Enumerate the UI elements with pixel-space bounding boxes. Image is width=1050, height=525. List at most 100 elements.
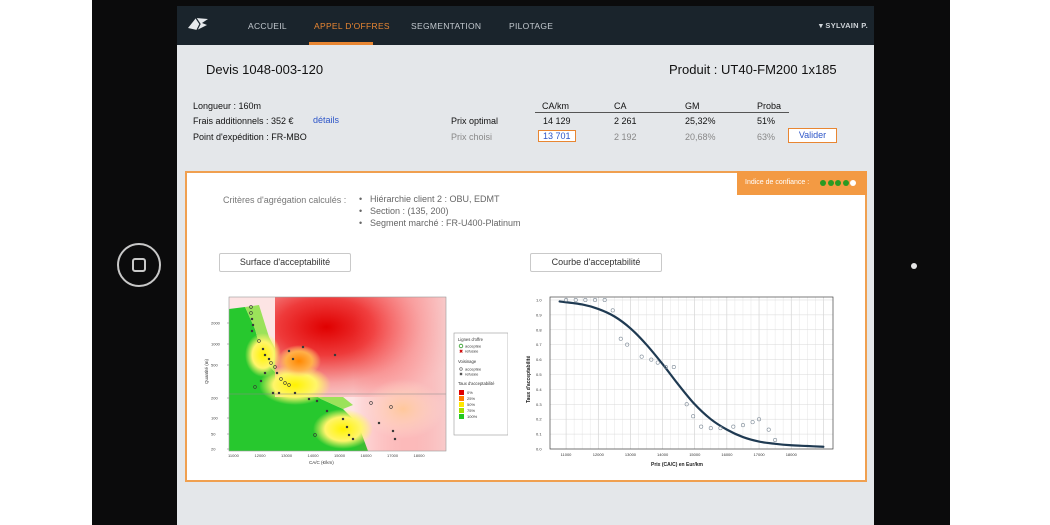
accepted-point xyxy=(253,385,257,389)
y-tick-label: 200 xyxy=(211,396,218,401)
row-label-chosen: Prix choisi xyxy=(451,132,493,142)
curve-y-tick-label: 0.0 xyxy=(536,447,542,452)
curve-data-point xyxy=(757,417,762,422)
legend-level-swatch xyxy=(459,408,464,413)
curve-y-tick-label: 0.2 xyxy=(536,417,542,422)
y-tick-label: 50 xyxy=(211,432,216,437)
curve-y-tick-label: 0.7 xyxy=(536,342,542,347)
refused-point xyxy=(393,437,397,441)
refused-point xyxy=(315,399,319,403)
curve-data-points xyxy=(564,297,778,443)
length-info: Longueur : 160m xyxy=(193,101,262,111)
x-tick-label: 14000 xyxy=(308,453,320,458)
x-tick-label: 13000 xyxy=(281,453,293,458)
confidence-dot xyxy=(820,180,826,186)
accepted-point xyxy=(389,405,393,409)
legend-neighbor-refused: refusée xyxy=(465,372,479,377)
curve-chart-button[interactable]: Courbe d'acceptabilité xyxy=(530,253,662,272)
curve-data-point xyxy=(750,420,755,425)
curve-data-point xyxy=(671,365,676,370)
curve-data-point xyxy=(655,360,660,365)
heatmap-legend: Lignes d'offre acceptée ✖ refusée Voisin… xyxy=(453,332,508,436)
refused-point xyxy=(377,421,381,425)
refused-point xyxy=(351,437,355,441)
confidence-dots xyxy=(820,180,858,198)
refused-point xyxy=(307,397,311,401)
refused-point xyxy=(251,323,255,327)
refused-point xyxy=(261,347,265,351)
x-tick-label: 16000 xyxy=(361,453,373,458)
refused-point xyxy=(291,357,295,361)
curve-y-tick-label: 0.3 xyxy=(536,402,542,407)
home-square-icon xyxy=(132,258,146,272)
acceptability-curve-chart: 0.00.10.20.30.40.50.60.70.80.91.0 11000 1… xyxy=(526,296,834,468)
criteria-label: Critères d'agrégation calculés : xyxy=(223,195,347,205)
legend-refused: refusée xyxy=(465,349,479,354)
col-header-gm: GM xyxy=(685,101,700,111)
validate-button[interactable]: Valider xyxy=(788,128,837,143)
x-tick-label: 18000 xyxy=(414,453,426,458)
legend-level-swatch xyxy=(459,390,464,395)
x-tick-label: 11000 xyxy=(228,453,240,458)
optimal-proba: 51% xyxy=(757,116,776,126)
legend-level-swatch xyxy=(459,396,464,401)
company-logo-icon[interactable] xyxy=(187,16,209,32)
details-link[interactable]: détails xyxy=(313,115,340,125)
table-header-divider xyxy=(535,112,789,113)
confidence-dot xyxy=(850,180,856,186)
heatmap-yellow-region xyxy=(259,365,331,405)
home-button[interactable] xyxy=(117,243,161,287)
accepted-point xyxy=(269,361,273,365)
curve-data-point xyxy=(766,427,771,432)
heatmap-points xyxy=(249,305,397,441)
confidence-index: Indice de confiance : xyxy=(737,171,867,195)
refused-point xyxy=(293,391,297,395)
curve-data-point xyxy=(610,308,615,313)
heatmap-frame xyxy=(228,296,447,452)
optimal-ca: 2 261 xyxy=(614,116,637,126)
curve-data-point xyxy=(639,354,644,359)
accepted-point xyxy=(249,311,253,315)
optimal-ca-km: 14 129 xyxy=(543,116,571,126)
legend-levels: 0%25%50%75%100% xyxy=(459,390,478,419)
refused-point xyxy=(341,417,345,421)
legend-title-lines: Lignes d'offre xyxy=(458,337,484,342)
refused-point xyxy=(287,349,291,353)
curve-x-tick-label: 18000 xyxy=(786,452,798,457)
app-screen: ACCUEIL APPEL D'OFFRES SEGMENTATION PILO… xyxy=(177,6,874,525)
heatmap-yellow-region-2 xyxy=(245,333,281,377)
accepted-point xyxy=(369,401,373,405)
chosen-price-input[interactable] xyxy=(538,130,576,142)
quote-title: Devis 1048-003-120 xyxy=(206,62,324,77)
nav-segmentation[interactable]: SEGMENTATION xyxy=(411,21,482,31)
legend-refused-icon: ✖ xyxy=(459,349,463,355)
curve-fit-line xyxy=(558,300,825,448)
x-tick-label: 12000 xyxy=(255,453,267,458)
curve-x-label: Prix (CA/C) en Eur/km xyxy=(651,462,704,468)
optimal-gm: 25,32% xyxy=(685,116,716,126)
legend-level-label: 0% xyxy=(467,390,473,395)
list-item: • Segment marché : FR-U400-Platinum xyxy=(359,218,521,228)
chosen-ca-km[interactable]: 13 701 xyxy=(543,131,571,141)
criteria-item-text: Section : (135, 200) xyxy=(370,206,449,216)
curve-data-point xyxy=(583,297,588,302)
curve-y-tick-label: 0.4 xyxy=(536,387,542,392)
confidence-dot xyxy=(842,180,849,186)
heatmap-y-ticks: 2000 1000 500 200 100 50 20 xyxy=(211,321,229,452)
nav-appel-doffres[interactable]: APPEL D'OFFRES xyxy=(314,21,390,31)
chosen-gm: 20,68% xyxy=(685,132,716,142)
refused-point xyxy=(250,317,254,321)
refused-point xyxy=(271,391,275,395)
heatmap-peach-region xyxy=(363,379,443,439)
criteria-item-text: Hiérarchie client 2 : OBU, EDMT xyxy=(370,194,500,204)
nav-pilotage[interactable]: PILOTAGE xyxy=(509,21,554,31)
user-menu[interactable]: ▾ SYLVAIN P. xyxy=(818,21,868,30)
curve-data-point xyxy=(593,297,598,302)
curve-data-point xyxy=(718,426,723,431)
accepted-point xyxy=(257,339,261,343)
surface-chart-button[interactable]: Surface d'acceptabilité xyxy=(219,253,351,272)
curve-grid xyxy=(550,297,833,450)
legend-title-neighborhood: Voisinage xyxy=(458,359,477,364)
nav-accueil[interactable]: ACCUEIL xyxy=(248,21,287,31)
heatmap-orange-region xyxy=(277,345,321,377)
